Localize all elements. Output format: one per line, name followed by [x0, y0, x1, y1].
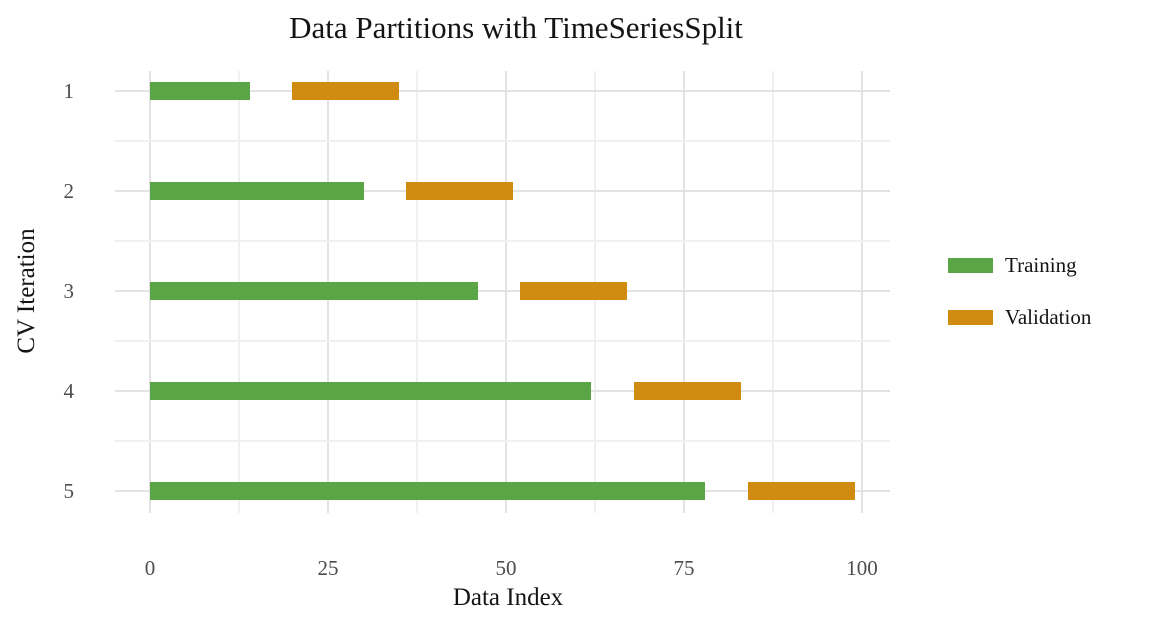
x-axis-label: Data Index [452, 584, 564, 611]
y-tick-label: 2 [63, 179, 75, 203]
validation-bar [634, 382, 741, 400]
legend-entry-training: Training [948, 252, 1091, 278]
chart-title: Data Partitions with TimeSeriesSplit [289, 10, 743, 45]
legend: Training Validation [948, 252, 1091, 356]
legend-label-training: Training [1005, 252, 1077, 277]
y-tick-label: 3 [63, 279, 75, 303]
legend-label-validation: Validation [1005, 304, 1092, 329]
y-major-gridline [115, 290, 890, 292]
x-major-gridline [861, 71, 863, 513]
y-major-gridline [115, 90, 890, 92]
validation-bar [406, 182, 514, 200]
x-major-gridline [505, 71, 507, 513]
legend-entry-validation: Validation [948, 304, 1091, 330]
x-tick-label: 0 [144, 556, 156, 580]
x-tick-label: 50 [495, 556, 517, 580]
y-minor-gridline [115, 340, 890, 342]
validation-bar [748, 482, 855, 500]
validation-bar [292, 82, 400, 100]
x-tick-label: 100 [846, 556, 878, 580]
training-bar [150, 82, 250, 100]
training-bar [150, 382, 592, 400]
y-tick-label: 5 [63, 479, 75, 503]
training-bar [150, 182, 364, 200]
x-minor-gridline [772, 71, 774, 513]
x-major-gridline [683, 71, 685, 513]
x-tick-label: 75 [673, 556, 695, 580]
validation-swatch-icon [948, 309, 993, 325]
plot-panel [115, 71, 890, 513]
y-minor-gridline [115, 440, 890, 442]
training-bar [150, 282, 478, 300]
training-swatch-icon [948, 257, 993, 273]
y-tick-label: 4 [63, 379, 75, 403]
training-bar [150, 482, 706, 500]
y-minor-gridline [115, 140, 890, 142]
y-minor-gridline [115, 240, 890, 242]
validation-bar [520, 282, 628, 300]
y-tick-label: 1 [63, 79, 75, 103]
x-tick-label: 25 [317, 556, 339, 580]
